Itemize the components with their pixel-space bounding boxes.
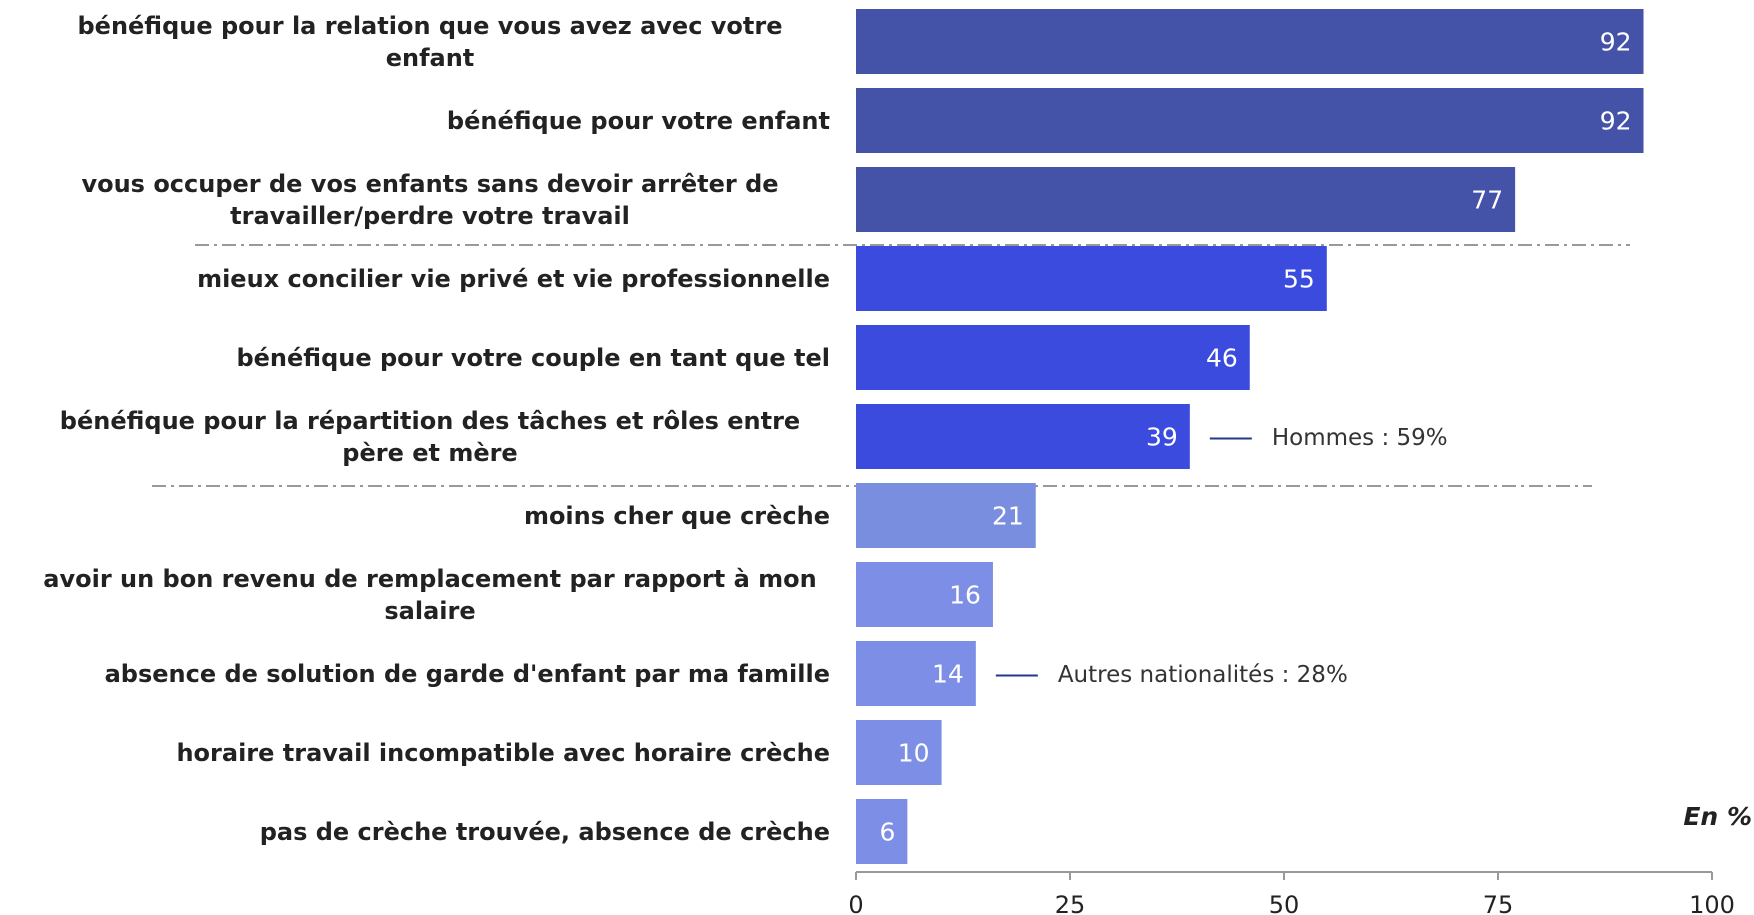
value-label: 14 xyxy=(932,660,964,689)
category-label: moins cher que crèche xyxy=(523,501,830,530)
unit-note: En % xyxy=(1683,802,1752,831)
category-label: bénéfique pour la relation que vous avez… xyxy=(77,11,783,72)
category-label: avoir un bon revenu de remplacement par … xyxy=(43,564,817,625)
bar xyxy=(856,641,976,706)
x-tick-label: 25 xyxy=(1055,891,1086,915)
x-tick-label: 50 xyxy=(1269,891,1300,915)
bar xyxy=(856,325,1250,390)
category-label: absence de solution de garde d'enfant pa… xyxy=(104,659,830,688)
bar xyxy=(856,88,1644,153)
x-tick-label: 100 xyxy=(1689,891,1735,915)
bar xyxy=(856,404,1190,469)
value-label: 16 xyxy=(949,581,981,610)
bar xyxy=(856,246,1327,311)
value-label: 77 xyxy=(1471,186,1503,215)
bar xyxy=(856,562,993,627)
bar xyxy=(856,799,908,864)
x-tick-label: 0 xyxy=(848,891,863,915)
value-label: 92 xyxy=(1600,107,1632,136)
value-label: 10 xyxy=(898,739,930,768)
value-label: 55 xyxy=(1283,265,1315,294)
category-label: vous occuper de vos enfants sans devoir … xyxy=(81,169,779,230)
category-label: bénéfique pour votre couple en tant que … xyxy=(236,343,830,372)
category-label: bénéfique pour votre enfant xyxy=(446,106,830,135)
category-label: bénéfique pour la répartition des tâches… xyxy=(59,406,801,467)
category-label: horaire travail incompatible avec horair… xyxy=(176,738,830,767)
bar xyxy=(856,483,1036,548)
value-label: 21 xyxy=(992,502,1024,531)
bar xyxy=(856,167,1516,232)
bar xyxy=(856,720,942,785)
bar xyxy=(856,9,1644,74)
annotation: Autres nationalités : 28% xyxy=(1058,662,1348,688)
value-label: 46 xyxy=(1206,344,1238,373)
annotation: Hommes : 59% xyxy=(1272,425,1448,451)
value-label: 39 xyxy=(1146,423,1178,452)
value-label: 6 xyxy=(879,818,895,847)
value-label: 92 xyxy=(1600,28,1632,57)
category-label: pas de crèche trouvée, absence de crèche xyxy=(259,817,830,846)
x-tick-label: 75 xyxy=(1483,891,1514,915)
category-label: mieux concilier vie privé et vie profess… xyxy=(197,264,830,293)
